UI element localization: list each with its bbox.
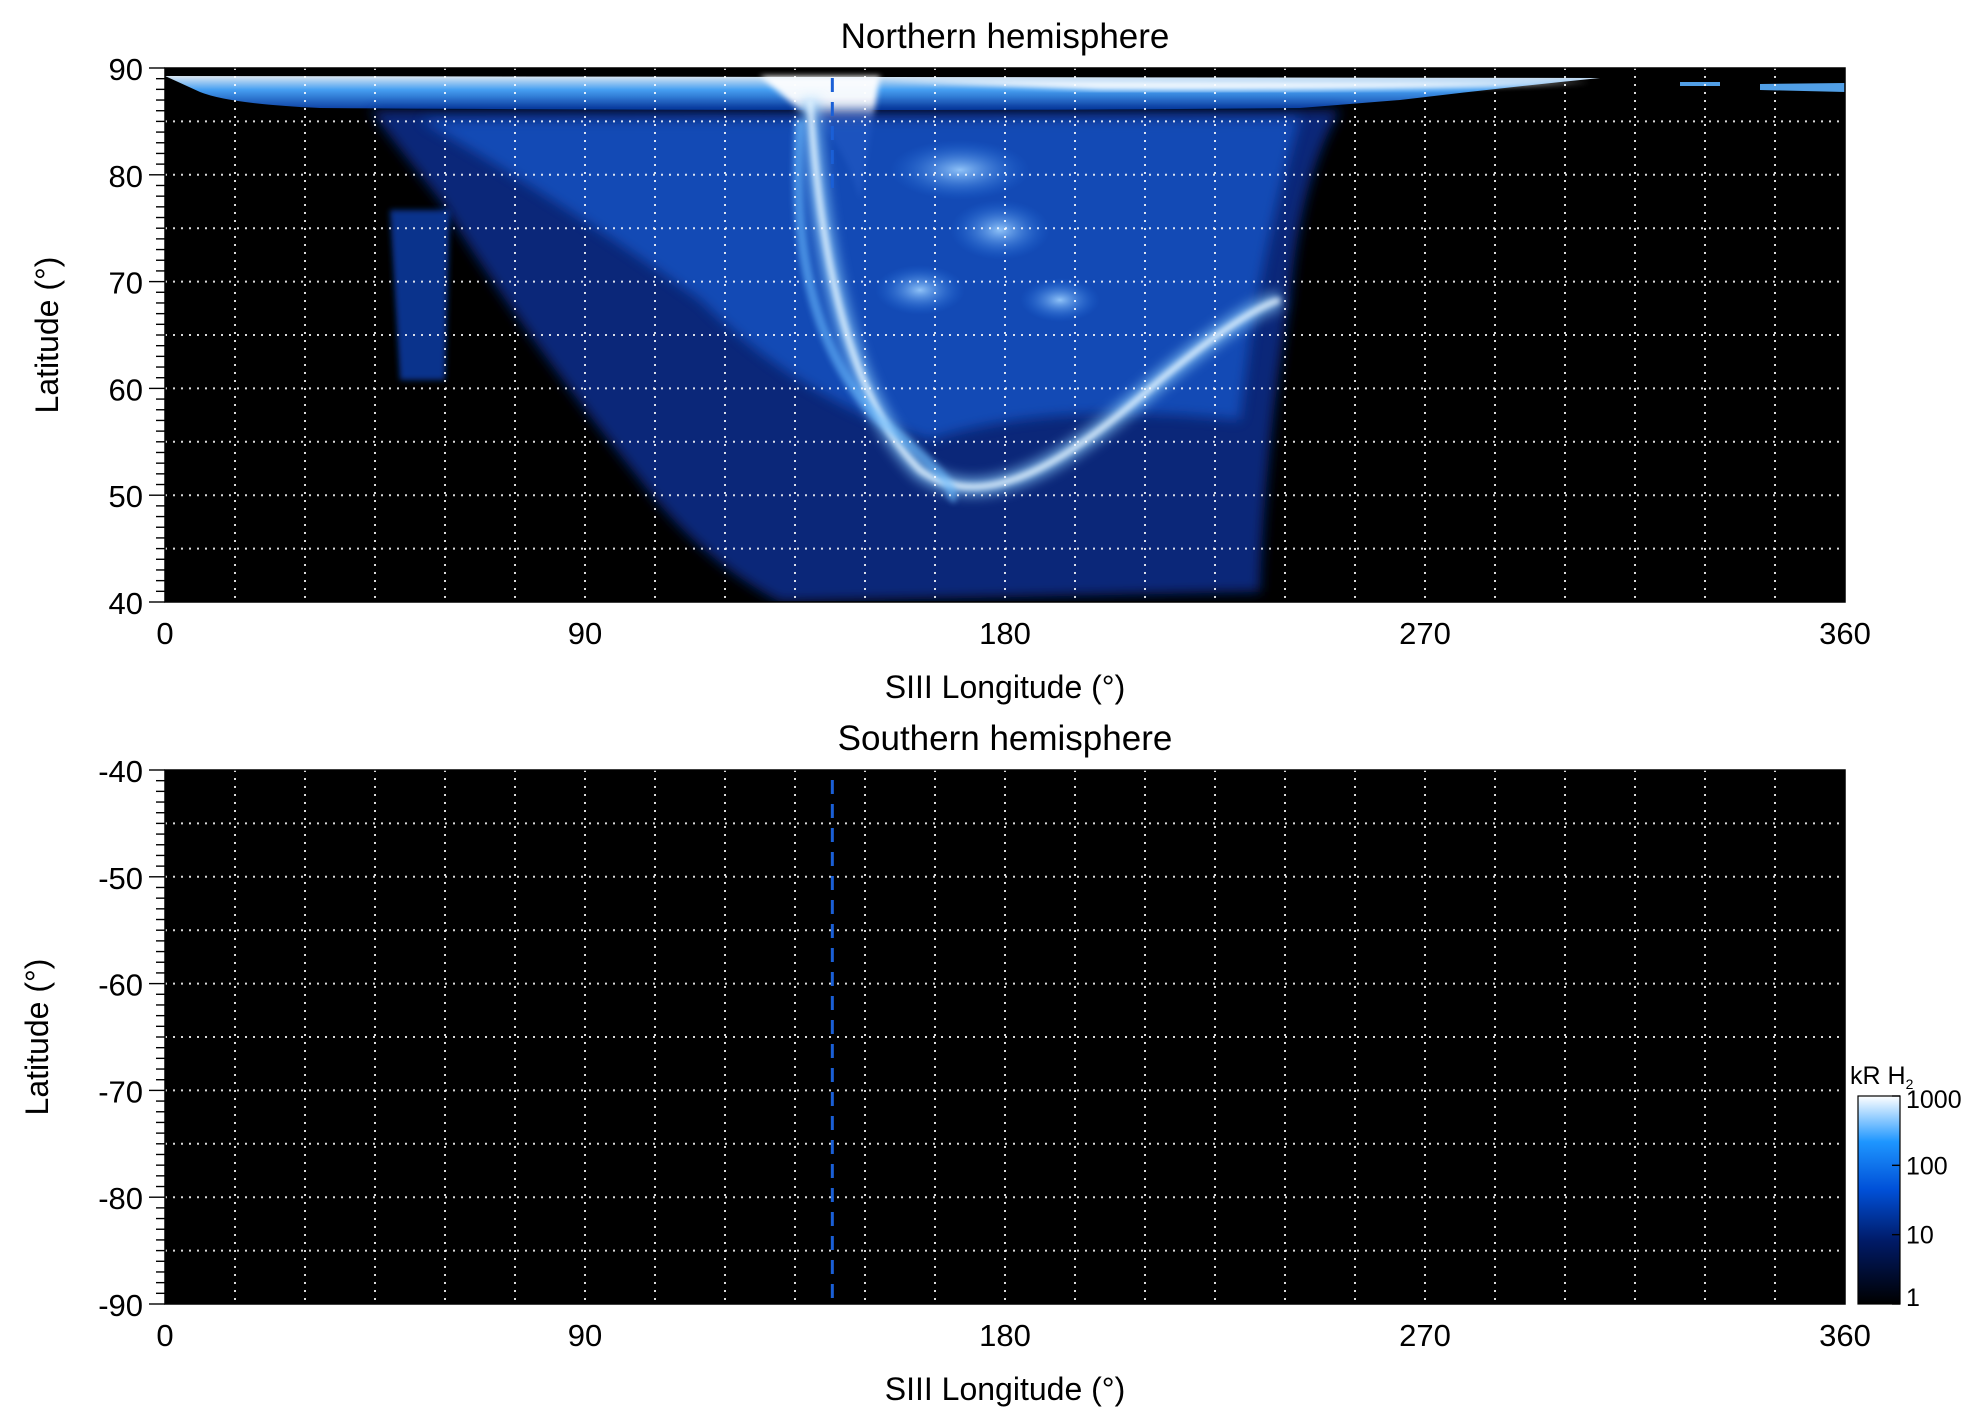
south-xtick-label: 270 [1399, 1318, 1451, 1353]
south-ytick-label: -40 [98, 754, 143, 789]
colorbar-ticks: 1 10 100 1000 [1892, 1086, 1962, 1312]
southern-ylabel: Latitude (°) [19, 959, 55, 1116]
southern-panel: Southern hemisphere -40 -50 -60 -70 -80 -90 0 9… [19, 719, 1871, 1407]
north-ytick-label: 50 [109, 479, 143, 514]
northern-panel: Northern hemisphere [29, 17, 1871, 705]
south-ytick-label: -80 [98, 1181, 143, 1216]
southern-grid [165, 770, 1845, 1304]
colorbar: kR H2 1 10 100 1000 [1850, 1062, 1962, 1312]
north-xtick-label: 270 [1399, 616, 1451, 651]
south-ytick-label: -90 [98, 1288, 143, 1323]
colorbar-tick-label: 100 [1906, 1152, 1948, 1180]
north-ytick-label: 70 [109, 266, 143, 301]
southern-ticks: -40 -50 -60 -70 -80 -90 0 90 180 270 360 [98, 754, 1871, 1353]
northern-xlabel: SIII Longitude (°) [885, 669, 1125, 705]
north-xtick-label: 0 [156, 616, 173, 651]
northern-ylabel: Latitude (°) [29, 257, 65, 414]
north-ytick-label: 60 [109, 372, 143, 407]
south-xtick-label: 90 [568, 1318, 602, 1353]
colorbar-tick-label: 1 [1906, 1284, 1920, 1312]
north-xtick-label: 360 [1819, 616, 1871, 651]
northern-emission-image [165, 76, 1845, 602]
south-xtick-label: 360 [1819, 1318, 1871, 1353]
north-xtick-label: 180 [979, 616, 1031, 651]
colorbar-gradient [1857, 1095, 1901, 1305]
north-xtick-label: 90 [568, 616, 602, 651]
north-ytick-label: 40 [109, 586, 143, 621]
north-ytick-label: 90 [109, 52, 143, 87]
northern-title: Northern hemisphere [841, 17, 1170, 56]
southern-xlabel: SIII Longitude (°) [885, 1371, 1125, 1407]
colorbar-tick-label: 10 [1906, 1222, 1934, 1250]
south-ytick-label: -60 [98, 968, 143, 1003]
southern-title: Southern hemisphere [838, 719, 1173, 758]
south-ytick-label: -50 [98, 861, 143, 896]
colorbar-label: kR H2 [1850, 1062, 1914, 1092]
northern-ticks: 40 50 60 70 80 90 0 90 180 270 360 [109, 52, 1871, 651]
south-xtick-label: 180 [979, 1318, 1031, 1353]
south-xtick-label: 0 [156, 1318, 173, 1353]
south-ytick-label: -70 [98, 1074, 143, 1109]
colorbar-tick-label: 1000 [1906, 1086, 1962, 1114]
north-ytick-label: 80 [109, 159, 143, 194]
northern-grid [165, 68, 1845, 602]
